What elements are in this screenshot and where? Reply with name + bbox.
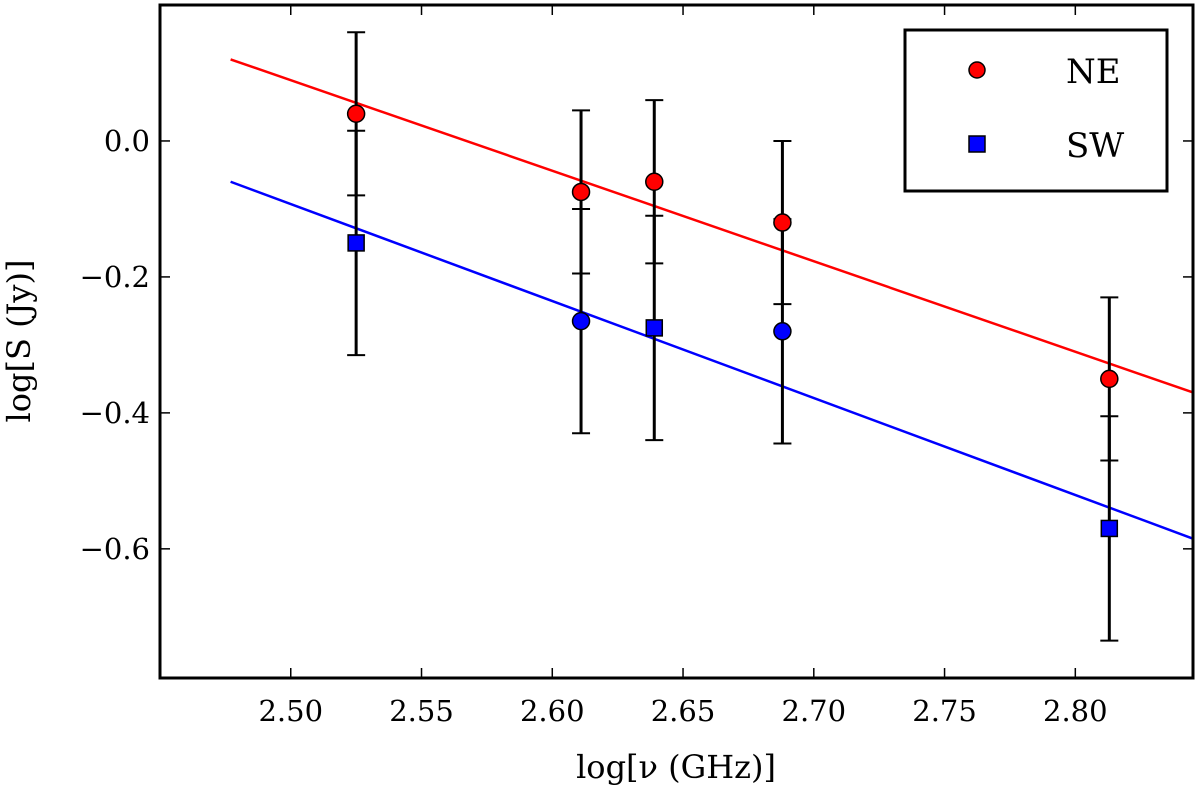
x-tick-label-1: 2.50 <box>258 694 323 728</box>
x-tick-label-5: 2.70 <box>782 694 847 728</box>
x-axis-title: log[ν (GHz)] <box>576 748 776 786</box>
x-tick-label-2: 2.55 <box>389 694 454 728</box>
plot-layer <box>230 31 1194 642</box>
y-tick-label-2: −0.2 <box>80 260 150 294</box>
ne-point-1 <box>346 104 366 124</box>
legend: NE SW <box>903 28 1169 193</box>
y-axis-title: log[S (Jy)] <box>0 260 38 423</box>
legend-sw-label: SW <box>1066 126 1124 166</box>
legend-box <box>903 28 1169 193</box>
sw-point-4 <box>773 322 792 341</box>
sw-point-2 <box>571 311 591 331</box>
legend-sw-marker <box>968 135 986 153</box>
ne-point-2 <box>571 182 591 202</box>
legend-ne-label: NE <box>1066 52 1121 92</box>
plot-frame <box>158 3 1195 680</box>
y-tick-label-1: 0.0 <box>104 124 150 158</box>
sw-fit-line <box>230 180 1194 540</box>
x-tick-label-6: 2.75 <box>912 694 977 728</box>
x-tick-label-4: 2.65 <box>651 694 716 728</box>
ne-point-5 <box>1100 369 1119 389</box>
legend-ne-marker <box>968 61 986 79</box>
x-tick-label-7: 2.80 <box>1043 694 1108 728</box>
ne-point-3 <box>645 172 664 191</box>
x-tick-label-3: 2.60 <box>520 694 585 728</box>
ne-point-4 <box>773 213 792 232</box>
sw-point-1 <box>347 234 365 252</box>
sw-point-5 <box>1100 519 1119 538</box>
tick-layer: 2.50 2.55 2.60 2.65 2.70 2.75 2.80 0.0 −0.2 −0.4 −… <box>80 5 1193 728</box>
sw-point-3 <box>645 319 664 337</box>
ne-fit-line <box>230 58 1194 394</box>
y-tick-label-3: −0.4 <box>80 396 150 430</box>
y-tick-label-4: −0.6 <box>80 532 150 566</box>
